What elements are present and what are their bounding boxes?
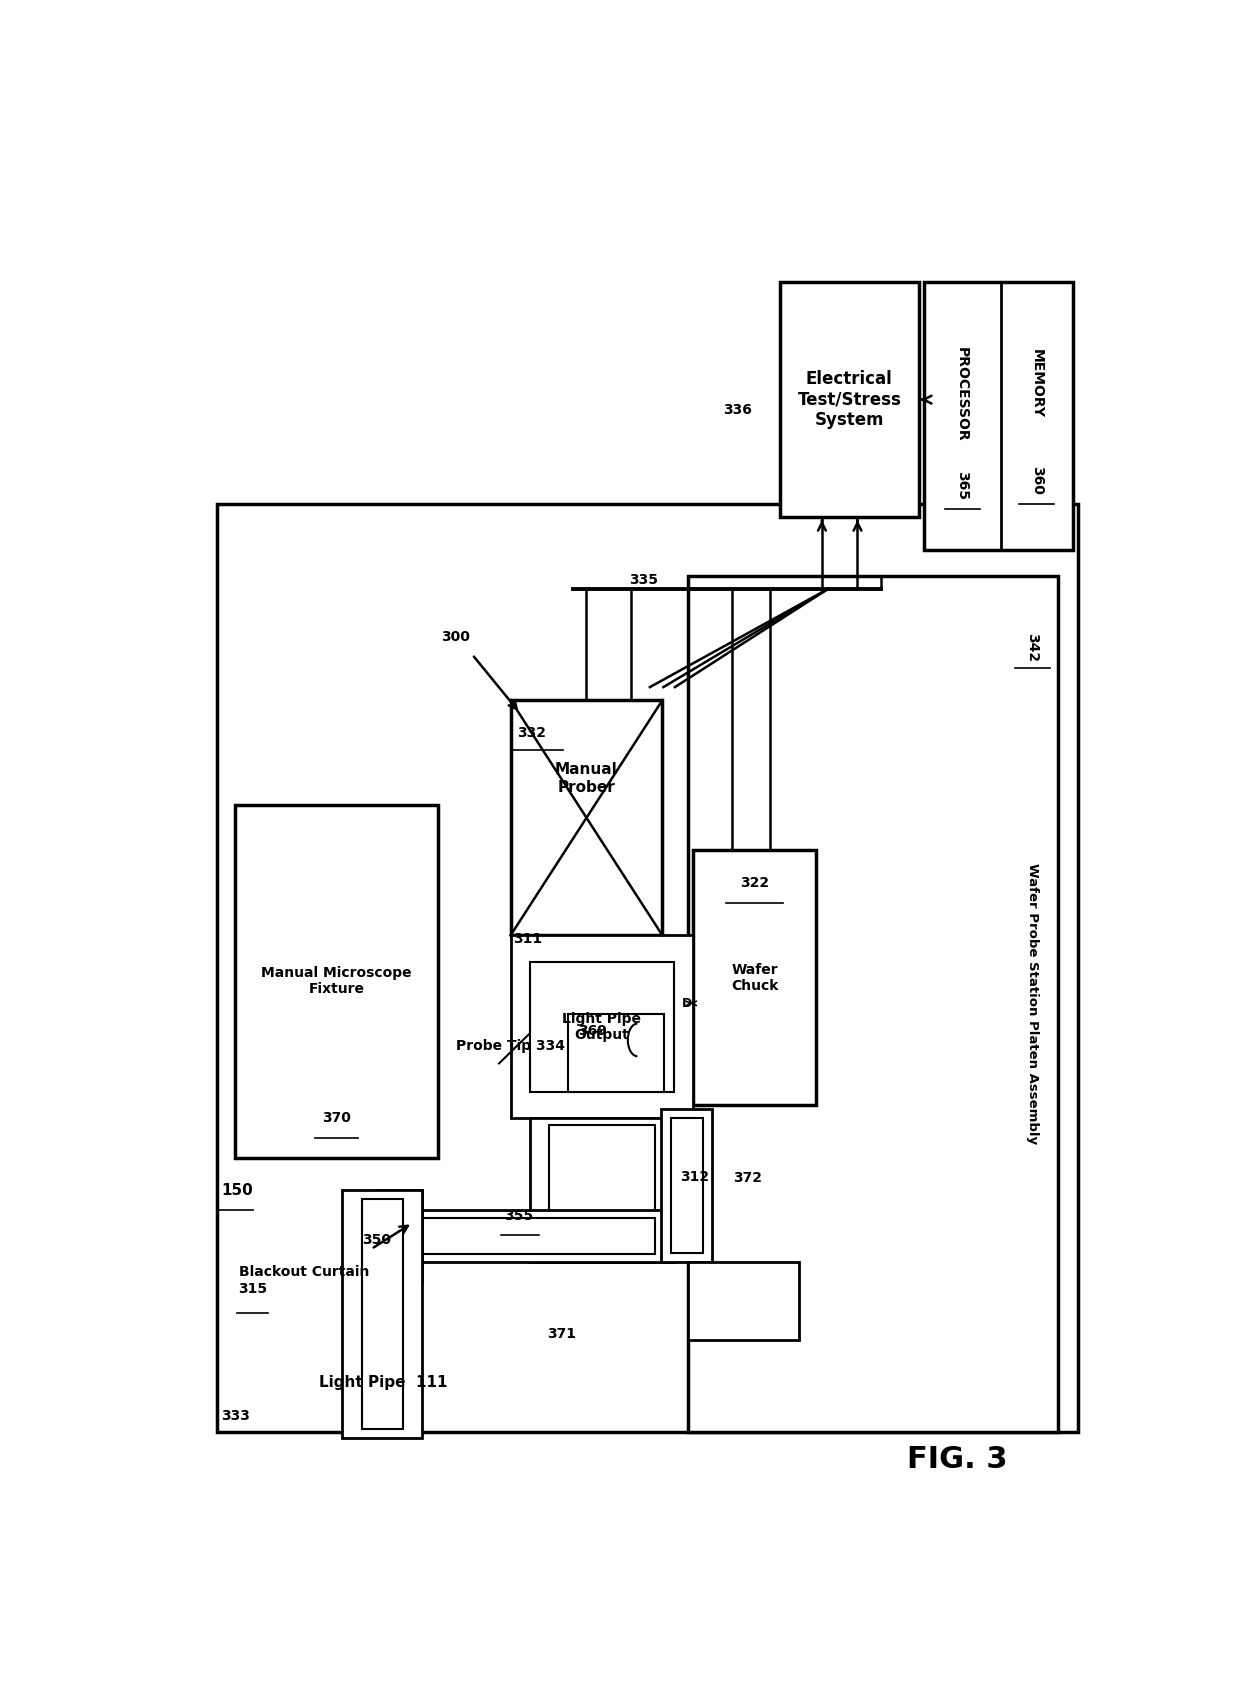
Text: MEMORY: MEMORY	[1029, 350, 1044, 419]
Bar	[529, 962, 675, 1093]
Text: 370: 370	[322, 1112, 351, 1125]
Bar	[549, 1125, 655, 1256]
Text: 335: 335	[629, 574, 657, 587]
Bar	[693, 850, 816, 1105]
Bar	[568, 1013, 665, 1093]
Text: 333: 333	[221, 1409, 250, 1424]
Text: 336: 336	[723, 404, 751, 417]
Text: 372: 372	[734, 1171, 763, 1186]
Text: 371: 371	[547, 1327, 577, 1341]
Bar	[924, 282, 1073, 550]
Bar	[383, 1200, 414, 1273]
Text: Light Pipe  111: Light Pipe 111	[320, 1375, 448, 1390]
Bar	[217, 504, 1078, 1432]
Text: Wafer
Chuck: Wafer Chuck	[730, 962, 779, 993]
Text: 365: 365	[955, 472, 970, 501]
Text: 150: 150	[221, 1183, 253, 1198]
Text: D: D	[682, 996, 692, 1010]
Bar	[391, 1210, 675, 1263]
Text: 322: 322	[740, 876, 769, 891]
Text: 369: 369	[578, 1023, 606, 1039]
Bar	[511, 701, 662, 935]
Text: 342: 342	[1025, 633, 1039, 662]
Bar	[511, 935, 693, 1118]
Text: Light Pipe
Output: Light Pipe Output	[563, 1011, 641, 1042]
Bar	[671, 1118, 703, 1252]
Bar	[780, 282, 919, 518]
Bar	[409, 1218, 655, 1254]
Text: Electrical
Test/Stress
System: Electrical Test/Stress System	[797, 370, 901, 429]
Bar	[376, 1190, 422, 1281]
Text: Wafer Probe Station Platen Assembly: Wafer Probe Station Platen Assembly	[1025, 864, 1039, 1144]
Bar	[688, 575, 1058, 1432]
Text: FIG. 3: FIG. 3	[908, 1444, 1008, 1475]
Text: 311: 311	[513, 932, 543, 947]
Text: 300: 300	[441, 631, 470, 645]
Bar	[342, 1190, 422, 1439]
Bar	[529, 1118, 675, 1263]
Text: 312: 312	[680, 1171, 709, 1185]
Text: 332: 332	[517, 726, 547, 740]
Text: Manual
Prober: Manual Prober	[556, 762, 618, 794]
Text: 360: 360	[1029, 467, 1044, 496]
Text: 315: 315	[238, 1281, 268, 1297]
Text: Probe Tip 334: Probe Tip 334	[456, 1039, 564, 1052]
Text: Blackout Curtain: Blackout Curtain	[238, 1264, 370, 1280]
Bar	[661, 1110, 712, 1263]
Text: 355: 355	[503, 1210, 533, 1224]
Text: Manual Microscope
Fixture: Manual Microscope Fixture	[262, 966, 412, 996]
Bar	[688, 1263, 799, 1341]
Text: 350: 350	[362, 1232, 392, 1247]
Bar	[362, 1200, 403, 1429]
Bar	[234, 804, 439, 1157]
Text: PROCESSOR: PROCESSOR	[955, 348, 970, 441]
